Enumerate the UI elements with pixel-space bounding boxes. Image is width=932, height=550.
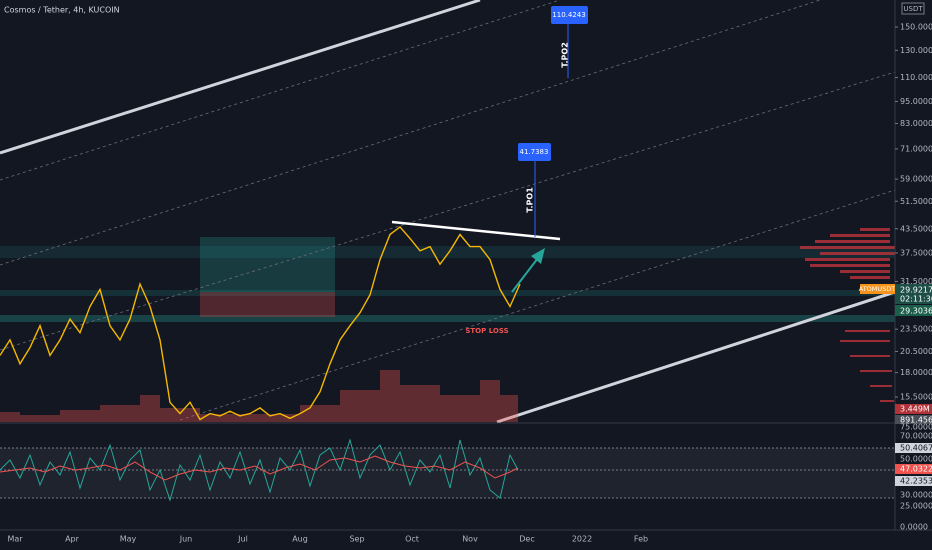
price-tick-label: 59.0000	[900, 175, 932, 184]
currency: USDT	[903, 5, 923, 13]
time-tick-label: Aug	[292, 535, 308, 544]
price-tick-label: 37.5000	[900, 248, 932, 257]
time-tick-label: Apr	[65, 535, 80, 544]
indicator-signal	[0, 455, 519, 481]
indicator-tick-label: 25.0000	[900, 502, 932, 511]
price-tick-label: 31.5000	[900, 277, 932, 286]
price-tick-label: 23.5000	[900, 325, 932, 334]
last-price-tag	[895, 284, 932, 304]
price-tick-label: 83.0000	[900, 119, 932, 128]
time-tick-label: Jun	[179, 535, 193, 544]
price-tick-label: 71.0000	[900, 144, 932, 153]
target-box	[518, 143, 551, 161]
currency-box	[901, 2, 925, 15]
indicator-tick-label: 47.0322	[900, 465, 932, 474]
time-tick-label: Dec	[519, 535, 534, 544]
volume-ma: 891.456K	[900, 416, 932, 425]
volume-bars	[0, 370, 518, 422]
price-axis	[895, 0, 932, 550]
indicator-levels	[0, 447, 895, 499]
time-tick-label: May	[120, 535, 137, 544]
indicator-tick-label: 75.0000	[900, 423, 932, 432]
price-tick-label: 130.0000	[900, 46, 932, 55]
zone	[0, 246, 895, 258]
arrow	[511, 257, 539, 293]
time-tick-label: Nov	[462, 535, 478, 544]
target-price: 110.4243	[552, 11, 585, 19]
time-tick-label: Feb	[634, 535, 648, 544]
target-label: T.PO1	[526, 187, 535, 213]
indicator-band	[0, 448, 895, 498]
level-price: 29.3036	[900, 307, 932, 316]
price-tick-label: 51.5000	[900, 197, 932, 206]
time-tick-label: Mar	[7, 535, 23, 544]
target-label: T.PO2	[561, 42, 570, 68]
indicator-tag	[895, 464, 932, 474]
indicator-tick-label: 50.4067	[900, 444, 932, 453]
volume-tag	[895, 404, 932, 414]
indicator-tick-label: 0.0000	[900, 523, 928, 532]
zone	[0, 315, 895, 322]
channel-bottom	[496, 290, 896, 424]
price-tick-label: 20.5000	[900, 347, 932, 356]
symbol-tag-text: ATOMUSDT	[859, 285, 896, 293]
price-line	[0, 225, 521, 421]
arrow-head	[531, 248, 545, 264]
volume-profile	[800, 228, 895, 402]
indicator-tag	[895, 476, 932, 486]
indicator-tick-label: 30.0000	[900, 491, 932, 500]
time-tick-label: Oct	[405, 535, 419, 544]
time-tick-label: Jul	[237, 535, 248, 544]
target-box	[200, 237, 335, 292]
stop-box	[200, 292, 335, 317]
last-price: 29.9217	[900, 286, 932, 295]
symbol-title: Cosmos / Tether, 4h, KUCOIN	[4, 6, 120, 15]
time-tick-label: Sep	[349, 535, 364, 544]
price-tick-label: 95.0000	[900, 97, 932, 106]
stop-label: STOP LOSS	[465, 327, 508, 335]
symbol-tag	[860, 284, 895, 294]
target-price: 41.7383	[520, 148, 549, 156]
price-tick-label: 110.0000	[900, 73, 932, 82]
indicator-tick-label: 50.0000	[900, 455, 932, 464]
channel-top	[0, 0, 481, 155]
price-tick-label: 18.0000	[900, 368, 932, 377]
indicator-tag	[895, 443, 932, 453]
target-box	[551, 6, 588, 24]
price-layer	[0, 225, 521, 421]
volume: 3.449M	[900, 405, 930, 414]
indicator-tick-label: 70.0000	[900, 432, 932, 441]
time-tick-label: 2022	[572, 535, 592, 544]
price-tick-label: 150.0000	[900, 23, 932, 32]
price-tick-label: 43.5000	[900, 224, 932, 233]
volume-ma-tag	[895, 415, 932, 424]
countdown: 02:11:30	[900, 295, 932, 304]
indicator-tick-label: 42.2353	[900, 477, 932, 486]
price-tick-label: 15.5000	[900, 393, 932, 402]
zone	[0, 290, 895, 296]
resistance-line	[391, 220, 561, 241]
level-tag	[895, 305, 932, 316]
